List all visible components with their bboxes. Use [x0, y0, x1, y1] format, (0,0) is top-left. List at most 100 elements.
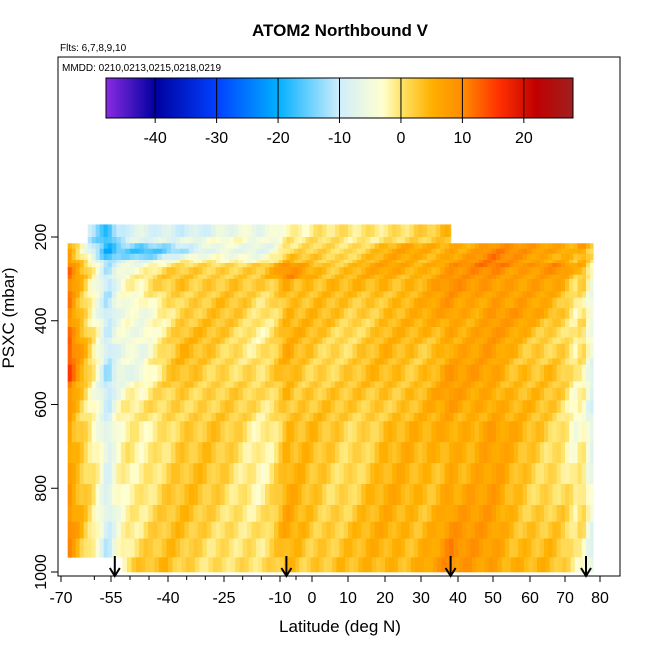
heatmap-cell — [87, 318, 93, 328]
heatmap-cell — [257, 557, 263, 573]
heatmap-cell — [413, 337, 419, 345]
heatmap-cell — [184, 381, 190, 389]
heatmap-cell — [67, 278, 73, 292]
heatmap-cell — [586, 243, 591, 250]
down-arrow-icon — [108, 556, 121, 578]
heatmap-cell — [531, 400, 537, 414]
heatmap-cell — [326, 521, 332, 539]
heatmap-cell — [251, 400, 257, 414]
heatmap-cell — [483, 297, 488, 309]
heatmap-cell — [120, 262, 127, 268]
heatmap-cell — [247, 297, 253, 309]
heatmap-cell — [269, 521, 275, 539]
heatmap-cell — [577, 400, 583, 414]
heatmap-cell — [251, 442, 257, 464]
heatmap-cell — [458, 463, 463, 485]
heatmap-cell — [130, 538, 136, 558]
x-tick-label: 50 — [484, 590, 502, 607]
heatmap-cell — [193, 358, 199, 366]
heatmap-cell — [527, 243, 532, 250]
heatmap-cell — [116, 521, 122, 539]
heatmap-cell — [560, 260, 566, 264]
heatmap-cell — [256, 260, 262, 264]
heatmap-cell — [361, 278, 367, 292]
heatmap-cell — [352, 442, 358, 464]
heatmap-cell — [409, 521, 415, 539]
heatmap-cell — [531, 291, 537, 299]
heatmap-cell — [326, 387, 332, 401]
heatmap-cell — [103, 358, 109, 366]
heatmap-cell — [470, 463, 476, 485]
heatmap-cell — [287, 557, 293, 573]
heatmap-cell — [577, 343, 583, 359]
heatmap-cell — [440, 442, 446, 464]
heatmap-cell — [500, 343, 506, 359]
heatmap-cell — [418, 442, 424, 464]
heatmap-cell — [170, 442, 177, 464]
heatmap-cell — [458, 262, 463, 268]
heatmap-cell — [348, 274, 354, 280]
heatmap-cell — [265, 343, 271, 359]
heatmap-cell — [449, 442, 455, 464]
heatmap-cell — [474, 463, 480, 485]
heatmap-cell — [361, 358, 367, 366]
heatmap-cell — [179, 538, 186, 558]
heatmap-cell — [290, 381, 295, 389]
heatmap-cell — [352, 343, 358, 359]
heatmap-cell — [374, 318, 380, 328]
heatmap-cell — [152, 224, 158, 238]
heatmap-cell — [392, 364, 398, 382]
heatmap-cell — [413, 318, 419, 328]
heatmap-cell — [99, 274, 105, 280]
heatmap-cell — [453, 291, 459, 299]
heatmap-cell — [188, 484, 194, 506]
heatmap-cell — [556, 308, 562, 319]
heatmap-cell — [335, 358, 340, 366]
heatmap-cell — [500, 387, 506, 401]
heatmap-cell — [539, 421, 545, 443]
heatmap-cell — [556, 318, 562, 328]
heatmap-cell — [449, 364, 455, 382]
heatmap-cell — [233, 442, 239, 464]
heatmap-cell — [197, 267, 203, 275]
heatmap-cell — [352, 291, 358, 299]
heatmap-cell — [107, 224, 113, 238]
heatmap-cell — [396, 278, 402, 292]
heatmap-cell — [107, 318, 113, 328]
heatmap-cell — [444, 505, 450, 523]
heatmap-cell — [157, 538, 163, 558]
heatmap-cell — [242, 267, 248, 275]
heatmap-cell — [444, 260, 450, 264]
heatmap-cell — [365, 260, 371, 264]
heatmap-cell — [152, 421, 158, 443]
heatmap-cell — [282, 400, 287, 414]
heatmap-cell — [495, 505, 501, 523]
heatmap-cell — [409, 308, 415, 319]
heatmap-cell — [509, 400, 515, 414]
heatmap-cell — [441, 557, 447, 573]
heatmap-cell — [453, 243, 459, 250]
heatmap-cell — [290, 337, 295, 345]
heatmap-cell — [483, 278, 488, 292]
heatmap-cell — [392, 358, 398, 366]
heatmap-cell — [202, 538, 208, 558]
heatmap-cell — [286, 297, 291, 309]
heatmap-cell — [444, 318, 450, 328]
heatmap-cell — [111, 297, 117, 309]
heatmap-cell — [444, 538, 450, 558]
heatmap-cell — [365, 224, 371, 238]
heatmap-cell — [458, 248, 463, 255]
heatmap-cell — [170, 421, 177, 443]
heatmap-cell — [130, 358, 136, 366]
flights-label: Flts: 6,7,8,9,10 — [60, 43, 127, 54]
heatmap-cell — [361, 412, 367, 422]
heatmap-cell — [116, 327, 122, 338]
heatmap-cell — [170, 278, 177, 292]
heatmap-cell — [591, 557, 594, 573]
heatmap-cell — [220, 327, 226, 338]
heatmap-cell — [356, 381, 362, 389]
heatmap-cell — [544, 267, 549, 275]
heatmap-cell — [107, 274, 113, 280]
heatmap-cell — [233, 327, 239, 338]
heatmap-cell — [215, 364, 221, 382]
